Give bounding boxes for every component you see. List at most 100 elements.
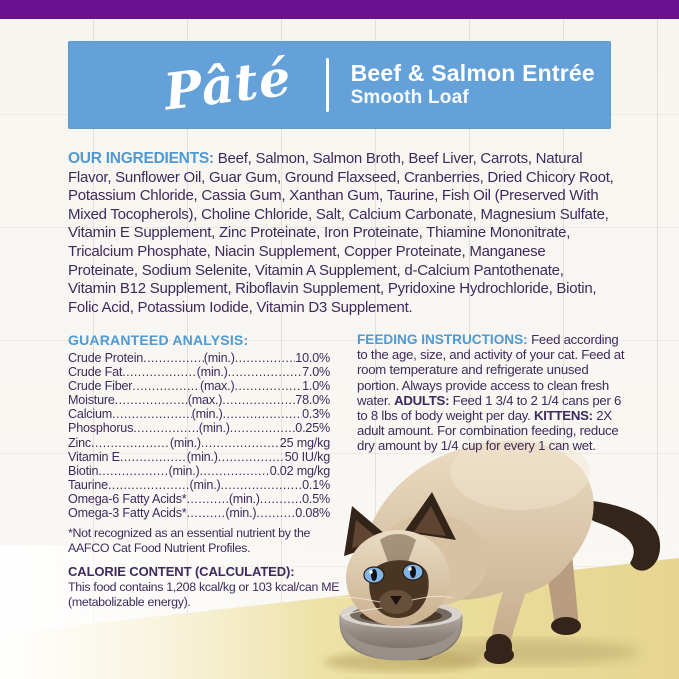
cat-whiskers [335,595,453,617]
pate-script-wordmark: Pâté [160,47,295,122]
nutrient-label: Zinc [68,435,91,450]
nutrient-label: Crude Protein [68,351,144,365]
cat-food [360,608,442,624]
leader-dots: ........................................… [234,379,302,394]
leader-dots: ........................................… [259,491,302,506]
leader-dots: ........................................… [227,365,303,380]
product-texture: Smooth Loaf [350,86,469,108]
leader-dots: ........................................… [112,407,192,422]
analysis-row: Omega-3 Fatty Acids*....................… [68,506,330,520]
leader-dots: ........................................… [119,449,187,464]
nutrient-basis: (min.) [225,506,257,521]
nutrient-basis: (min.) [228,491,260,506]
calorie-content-heading: CALORIE CONTENT (CALCULATED): [68,564,295,580]
nutrient-basis: (min.) [191,407,223,422]
nutrient-label: Biotin [68,463,99,478]
nutrient-value: 78.0% [295,393,330,408]
nutrient-basis: (min.) [203,351,235,365]
nutrient-label: Omega-6 Fatty Acids* [68,491,187,506]
cat-face-mask [369,560,429,618]
nutrient-basis: (min.) [186,449,218,464]
nutrient-value: 0.3% [302,407,331,422]
feeding-instructions-section: FEEDING INSTRUCTIONS: Feed according to … [357,332,631,454]
analysis-row: Biotin..................................… [68,464,330,478]
nutrient-value: 0.02 mg/kg [269,463,331,478]
guaranteed-analysis-table: Crude Protein...........................… [68,351,330,520]
leader-dots: ........................................… [234,351,296,365]
left-column: GUARANTEED ANALYSIS: Crude Protein......… [68,332,340,610]
guaranteed-analysis-heading: GUARANTEED ANALYSIS: [68,332,249,348]
guaranteed-analysis-section: GUARANTEED ANALYSIS: Crude Protein......… [68,332,330,555]
leader-dots: ........................................… [220,477,303,492]
product-name: Beef & Salmon Entrée [350,60,595,87]
leader-dots: ........................................… [98,463,169,478]
analysis-row: Omega-6 Fatty Acids*....................… [68,492,330,506]
nutrient-basis: (min.) [169,435,201,450]
steel-bowl [324,600,480,672]
cat-body [364,440,594,659]
nutrient-value: 0.5% [302,491,331,506]
analysis-row: Crude Fiber.............................… [68,379,330,393]
nutrient-basis: (min.) [196,365,228,380]
analysis-row: Taurine.................................… [68,478,330,492]
feeding-instructions-heading: FEEDING INSTRUCTIONS: [357,332,528,347]
leader-dots: ........................................… [122,365,197,380]
leader-dots: ........................................… [107,477,190,492]
nutrient-value: 50 IU/kg [284,449,331,464]
nutrient-value: 7.0% [302,365,330,380]
cat-tail [581,500,661,571]
banner-text: Beef & Salmon Entrée Smooth Loaf [351,60,595,109]
analysis-row: Crude Protein...........................… [68,351,330,365]
cat-shadow [400,639,640,665]
adults-text: Feed 1 3/4 to 2 1/4 cans per 6 to 8 lbs … [357,392,622,424]
leader-dots: ........................................… [186,491,229,506]
feeding-intro-text: Feed according to the age, size, and act… [357,332,625,408]
leader-dots: ........................................… [199,463,270,478]
cat-right-eye [402,563,424,581]
nutrient-label: Crude Fat [68,365,123,380]
nutrient-value: 0.1% [302,477,331,492]
nutrient-label: Taurine [68,477,108,492]
leader-dots: ........................................… [132,379,200,394]
leader-dots: ........................................… [114,393,188,408]
leader-dots: ........................................… [133,421,199,436]
analysis-row: Calcium.................................… [68,407,330,421]
ingredients-section: OUR INGREDIENTS: Beef, Salmon, Salmon Br… [68,150,614,317]
leader-dots: ........................................… [229,421,296,436]
calorie-content-section: CALORIE CONTENT (CALCULATED): This food … [68,565,340,609]
ingredients-heading: OUR INGREDIENTS: [68,150,214,167]
nutrient-value: 0.08% [295,506,331,521]
leader-dots: ........................................… [256,506,296,521]
analysis-row: Vitamin E...............................… [68,450,330,464]
nutrient-basis: (min.) [198,421,230,436]
leader-dots: ........................................… [222,407,303,422]
leader-dots: ........................................… [200,435,280,450]
nutrient-label: Omega-3 Fatty Acids* [68,506,187,521]
cat-muzzle [379,590,413,614]
banner-divider [325,58,329,112]
leader-dots: ........................................… [217,449,285,464]
nutrient-label: Crude Fiber [68,379,133,394]
cat-left-ear [344,506,392,556]
leader-dots: ........................................… [222,393,296,408]
brand-color-strip [0,0,679,19]
adults-label: ADULTS: [394,392,450,408]
analysis-row: Moisture................................… [68,393,330,407]
nutrient-label: Calcium [68,407,113,422]
nutrient-value: 1.0% [302,379,330,394]
analysis-row: Zinc....................................… [68,436,330,450]
nutrient-basis: (min.) [189,477,221,492]
nutrient-label: Moisture [68,393,115,408]
cat-right-ear [404,492,456,540]
product-banner: Pâté Beef & Salmon Entrée Smooth Loaf [68,41,611,129]
calorie-content-text: This food contains 1,208 kcal/kg or 103 … [68,580,340,609]
nutrient-value: 10.0% [295,351,330,365]
nutrient-value: 0.25% [295,421,331,436]
analysis-row: Phosphorus..............................… [68,421,330,435]
nutrient-label: Phosphorus [68,421,134,436]
leader-dots: ........................................… [186,506,226,521]
nutrient-label: Vitamin E [68,449,120,464]
cat-nose [390,596,402,605]
leader-dots: ........................................… [91,435,170,450]
